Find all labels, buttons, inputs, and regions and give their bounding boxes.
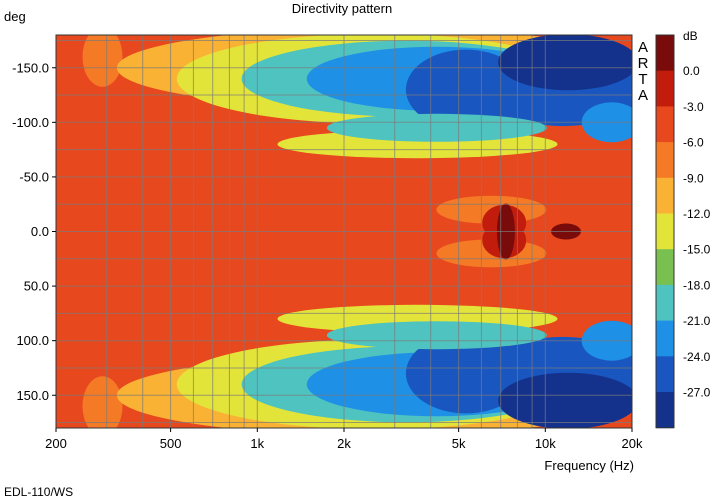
watermark-letter: A bbox=[638, 39, 648, 56]
y-tick-label: 50.0 bbox=[24, 279, 49, 294]
x-tick-label: 5k bbox=[452, 436, 466, 451]
x-tick-label: 10k bbox=[535, 436, 556, 451]
colorbar-label: -24.0 bbox=[683, 350, 711, 364]
colorbar-label: -27.0 bbox=[683, 386, 711, 400]
heatmap-contour bbox=[326, 321, 547, 350]
grid-lines bbox=[55, 35, 633, 428]
x-tick-label: 1k bbox=[250, 436, 264, 451]
x-axis-ticks: 200 500 1k 2k 5k 10k 20k bbox=[45, 428, 643, 451]
y-axis-ticks: -150.0 -100.0 -50.0 0.0 50.0 100.0 150.0 bbox=[12, 60, 56, 403]
y-tick-label: -50.0 bbox=[19, 169, 49, 184]
colorbar-label: 0.0 bbox=[683, 64, 700, 78]
watermark-letter: A bbox=[638, 87, 648, 104]
colorbar-label: -3.0 bbox=[683, 100, 704, 114]
colorbar-label: -6.0 bbox=[683, 136, 704, 150]
colorbar-swatch bbox=[656, 284, 674, 322]
x-tick-label: 20k bbox=[622, 436, 643, 451]
x-tick-label: 500 bbox=[160, 436, 182, 451]
colorbar-swatch bbox=[656, 177, 674, 214]
colorbar-swatch bbox=[656, 392, 674, 429]
heatmap-contour bbox=[82, 35, 123, 87]
watermark-letter: T bbox=[638, 71, 647, 88]
colorbar-swatch bbox=[656, 320, 674, 357]
colorbar-swatch bbox=[656, 35, 674, 72]
y-axis-label: deg bbox=[4, 9, 26, 24]
y-tick-label: 150.0 bbox=[16, 388, 49, 403]
colorbar-swatch bbox=[656, 213, 674, 250]
colorbar-unit-label: dB bbox=[683, 29, 698, 43]
colorbar-label: -15.0 bbox=[683, 243, 711, 257]
y-tick-label: -150.0 bbox=[12, 60, 49, 75]
heatmap-contour bbox=[498, 35, 632, 91]
colorbar-swatch bbox=[656, 356, 674, 393]
y-tick-label: 100.0 bbox=[16, 333, 49, 348]
x-axis-label: Frequency (Hz) bbox=[544, 458, 634, 473]
x-tick-label: 2k bbox=[337, 436, 351, 451]
chart-caption: EDL-110/WS bbox=[4, 485, 73, 499]
colorbar-frame bbox=[655, 34, 675, 429]
colorbar: 0.0 -3.0 -6.0 -9.0 -12.0 -15.0 -18.0 -21.0 -24.0… bbox=[655, 34, 711, 429]
colorbar-swatch bbox=[656, 142, 674, 179]
heatmap-contour bbox=[570, 173, 631, 214]
colorbar-swatch bbox=[656, 249, 674, 286]
heatmap-contours bbox=[82, 35, 632, 428]
heatmap-contour bbox=[570, 249, 631, 290]
colorbar-label: -12.0 bbox=[683, 207, 711, 221]
x-tick-label: 200 bbox=[45, 436, 67, 451]
colorbar-swatch bbox=[656, 70, 674, 107]
y-tick-label: -100.0 bbox=[12, 115, 49, 130]
chart-title: Directivity pattern bbox=[292, 1, 392, 16]
heatmap-contour bbox=[326, 113, 547, 142]
heatmap-contour bbox=[82, 376, 123, 428]
colorbar-swatch bbox=[656, 106, 674, 143]
watermark-letter: R bbox=[638, 55, 649, 72]
colorbar-label: -9.0 bbox=[683, 171, 704, 185]
heatmap-contour bbox=[498, 372, 632, 428]
colorbar-label: -18.0 bbox=[683, 278, 711, 292]
colorbar-label: -21.0 bbox=[683, 314, 711, 328]
y-tick-label: 0.0 bbox=[31, 224, 49, 239]
